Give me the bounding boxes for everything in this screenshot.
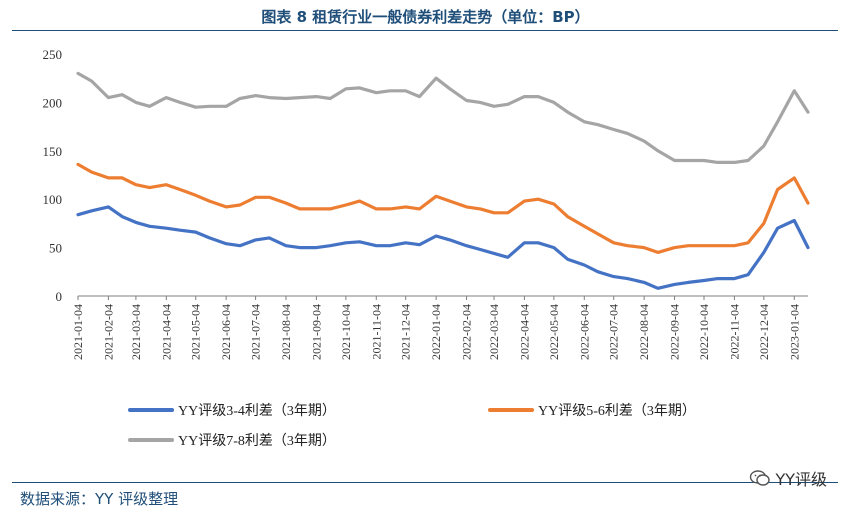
series-line-3 [76, 71, 810, 164]
chart-title: 图表 8 租赁行业一般债券利差走势（单位：BP） [261, 8, 590, 26]
x-tick-label: 2021-12-04 [399, 304, 413, 360]
x-tick-label: 2021-10-04 [339, 304, 353, 360]
x-tick-label: 2022-04-04 [517, 304, 531, 360]
x-tick-label: 2022-11-04 [727, 304, 741, 360]
x-tick-label: 2021-08-04 [279, 304, 293, 360]
y-tick-label: 50 [49, 241, 62, 256]
x-axis-ticks: 2021-01-04 2021-02-04 2021-03-04 2021-04-04… [71, 296, 801, 360]
x-tick-label: 2022-06-04 [577, 304, 591, 360]
x-tick-label: 2022-12-04 [757, 304, 771, 360]
y-tick-label: 100 [43, 192, 63, 207]
title-divider [12, 30, 838, 31]
x-tick-label: 2022-07-04 [607, 304, 621, 360]
legend-label-1: YY评级3-4利差（3年期） [178, 403, 336, 419]
x-tick-label: 2021-01-04 [71, 304, 85, 360]
x-tick-label: 2021-09-04 [309, 304, 323, 360]
y-axis-ticks: 0 50 100 150 200 250 [43, 47, 63, 304]
x-tick-label: 2022-10-04 [697, 304, 711, 360]
series-line-1 [76, 205, 810, 290]
x-tick-label: 2021-02-04 [101, 304, 115, 360]
x-tick-label: 2021-11-04 [369, 304, 383, 360]
footer-divider [12, 482, 838, 483]
x-tick-label: 2022-08-04 [637, 304, 651, 360]
series-line-2 [76, 162, 810, 254]
series-lines [76, 71, 810, 290]
x-tick-label: 2021-07-04 [249, 304, 263, 360]
x-tick-label: 2022-05-04 [547, 304, 561, 360]
y-tick-label: 0 [56, 289, 63, 304]
y-tick-label: 250 [43, 47, 63, 62]
x-tick-label: 2021-04-04 [159, 304, 173, 360]
legend-label-2: YY评级5-6利差（3年期） [538, 403, 696, 419]
x-tick-label: 2021-05-04 [189, 304, 203, 360]
x-tick-label: 2021-06-04 [219, 304, 233, 360]
watermark: YY评级 [749, 466, 827, 490]
source-note: 数据来源：YY 评级整理 [20, 490, 179, 508]
x-tick-label: 2022-03-04 [487, 304, 501, 360]
legend-label-3: YY评级7-8利差（3年期） [178, 433, 336, 449]
legend: YY评级3-4利差（3年期） YY评级5-6利差（3年期） YY评级7-8利差（3年… [128, 403, 696, 449]
y-tick-label: 150 [43, 144, 63, 159]
wechat-icon [750, 470, 771, 486]
x-tick-label: 2022-09-04 [668, 304, 682, 360]
x-tick-label: 2023-01-04 [787, 304, 801, 360]
x-tick-label: 2022-01-04 [429, 304, 443, 360]
x-tick-label: 2021-03-04 [129, 304, 143, 360]
watermark-text: YY评级 [775, 470, 827, 489]
x-tick-label: 2022-02-04 [460, 304, 474, 360]
y-tick-label: 200 [43, 95, 63, 110]
